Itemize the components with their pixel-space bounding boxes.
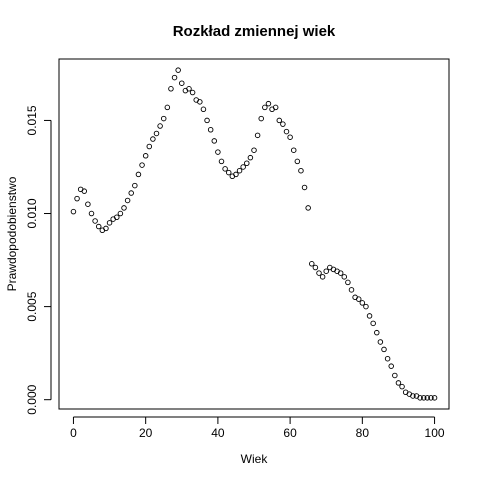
x-tick-label: 0 [70,426,77,440]
x-tick-label: 20 [139,426,153,440]
x-tick-label: 40 [211,426,225,440]
x-tick-label: 60 [283,426,297,440]
y-tick-label: 0.005 [25,291,39,321]
chart-title: Rozkład zmiennej wiek [173,23,336,40]
x-tick-label: 80 [356,426,370,440]
y-axis-label: Prawdopodobienstwo [5,176,19,291]
x-tick-label: 100 [425,426,445,440]
y-tick-label: 0.015 [25,105,39,135]
x-axis-label: Wiek [241,452,269,466]
y-tick-label: 0.010 [25,198,39,228]
y-tick-label: 0.000 [25,384,39,414]
